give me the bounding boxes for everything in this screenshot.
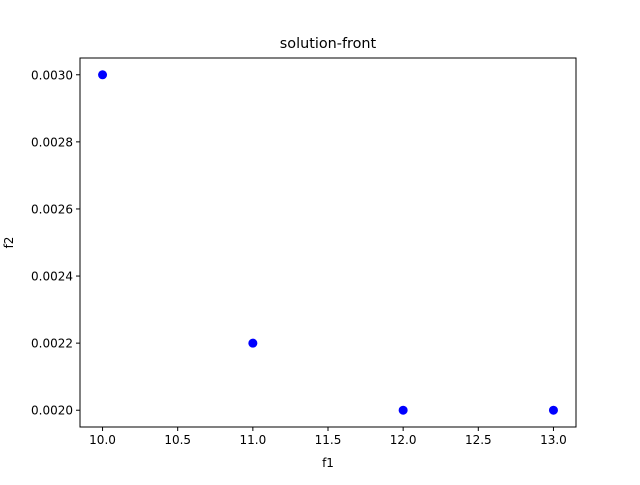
data-point bbox=[248, 338, 258, 348]
y-tick-label: 0.0024 bbox=[31, 270, 73, 284]
x-tick-label: 10.0 bbox=[89, 433, 116, 447]
x-tick-label: 13.0 bbox=[540, 433, 567, 447]
y-axis-label: f2 bbox=[2, 237, 16, 249]
x-tick-label: 10.5 bbox=[164, 433, 191, 447]
y-tick-label: 0.0028 bbox=[31, 135, 73, 149]
x-tick-label: 11.5 bbox=[315, 433, 342, 447]
y-tick-label: 0.0020 bbox=[31, 404, 73, 418]
data-point bbox=[98, 70, 108, 80]
x-tick-label: 12.0 bbox=[390, 433, 417, 447]
x-tick-label: 11.0 bbox=[239, 433, 266, 447]
data-point bbox=[548, 405, 558, 415]
axes-frame bbox=[79, 57, 577, 428]
y-tick-label: 0.0026 bbox=[31, 202, 73, 216]
data-point bbox=[398, 405, 408, 415]
plot-area bbox=[98, 70, 558, 415]
y-axis-ticks: 0.0020 0.0022 0.0024 0.0026 0.0028 0.0030 bbox=[31, 68, 80, 418]
x-axis-label: f1 bbox=[322, 456, 334, 470]
chart-title: solution-front bbox=[280, 36, 377, 52]
y-tick-label: 0.0022 bbox=[31, 337, 73, 351]
x-axis-ticks: 10.0 10.5 11.0 11.5 12.0 12.5 13.0 bbox=[89, 427, 567, 447]
x-tick-label: 12.5 bbox=[465, 433, 492, 447]
y-tick-label: 0.0030 bbox=[31, 68, 73, 82]
